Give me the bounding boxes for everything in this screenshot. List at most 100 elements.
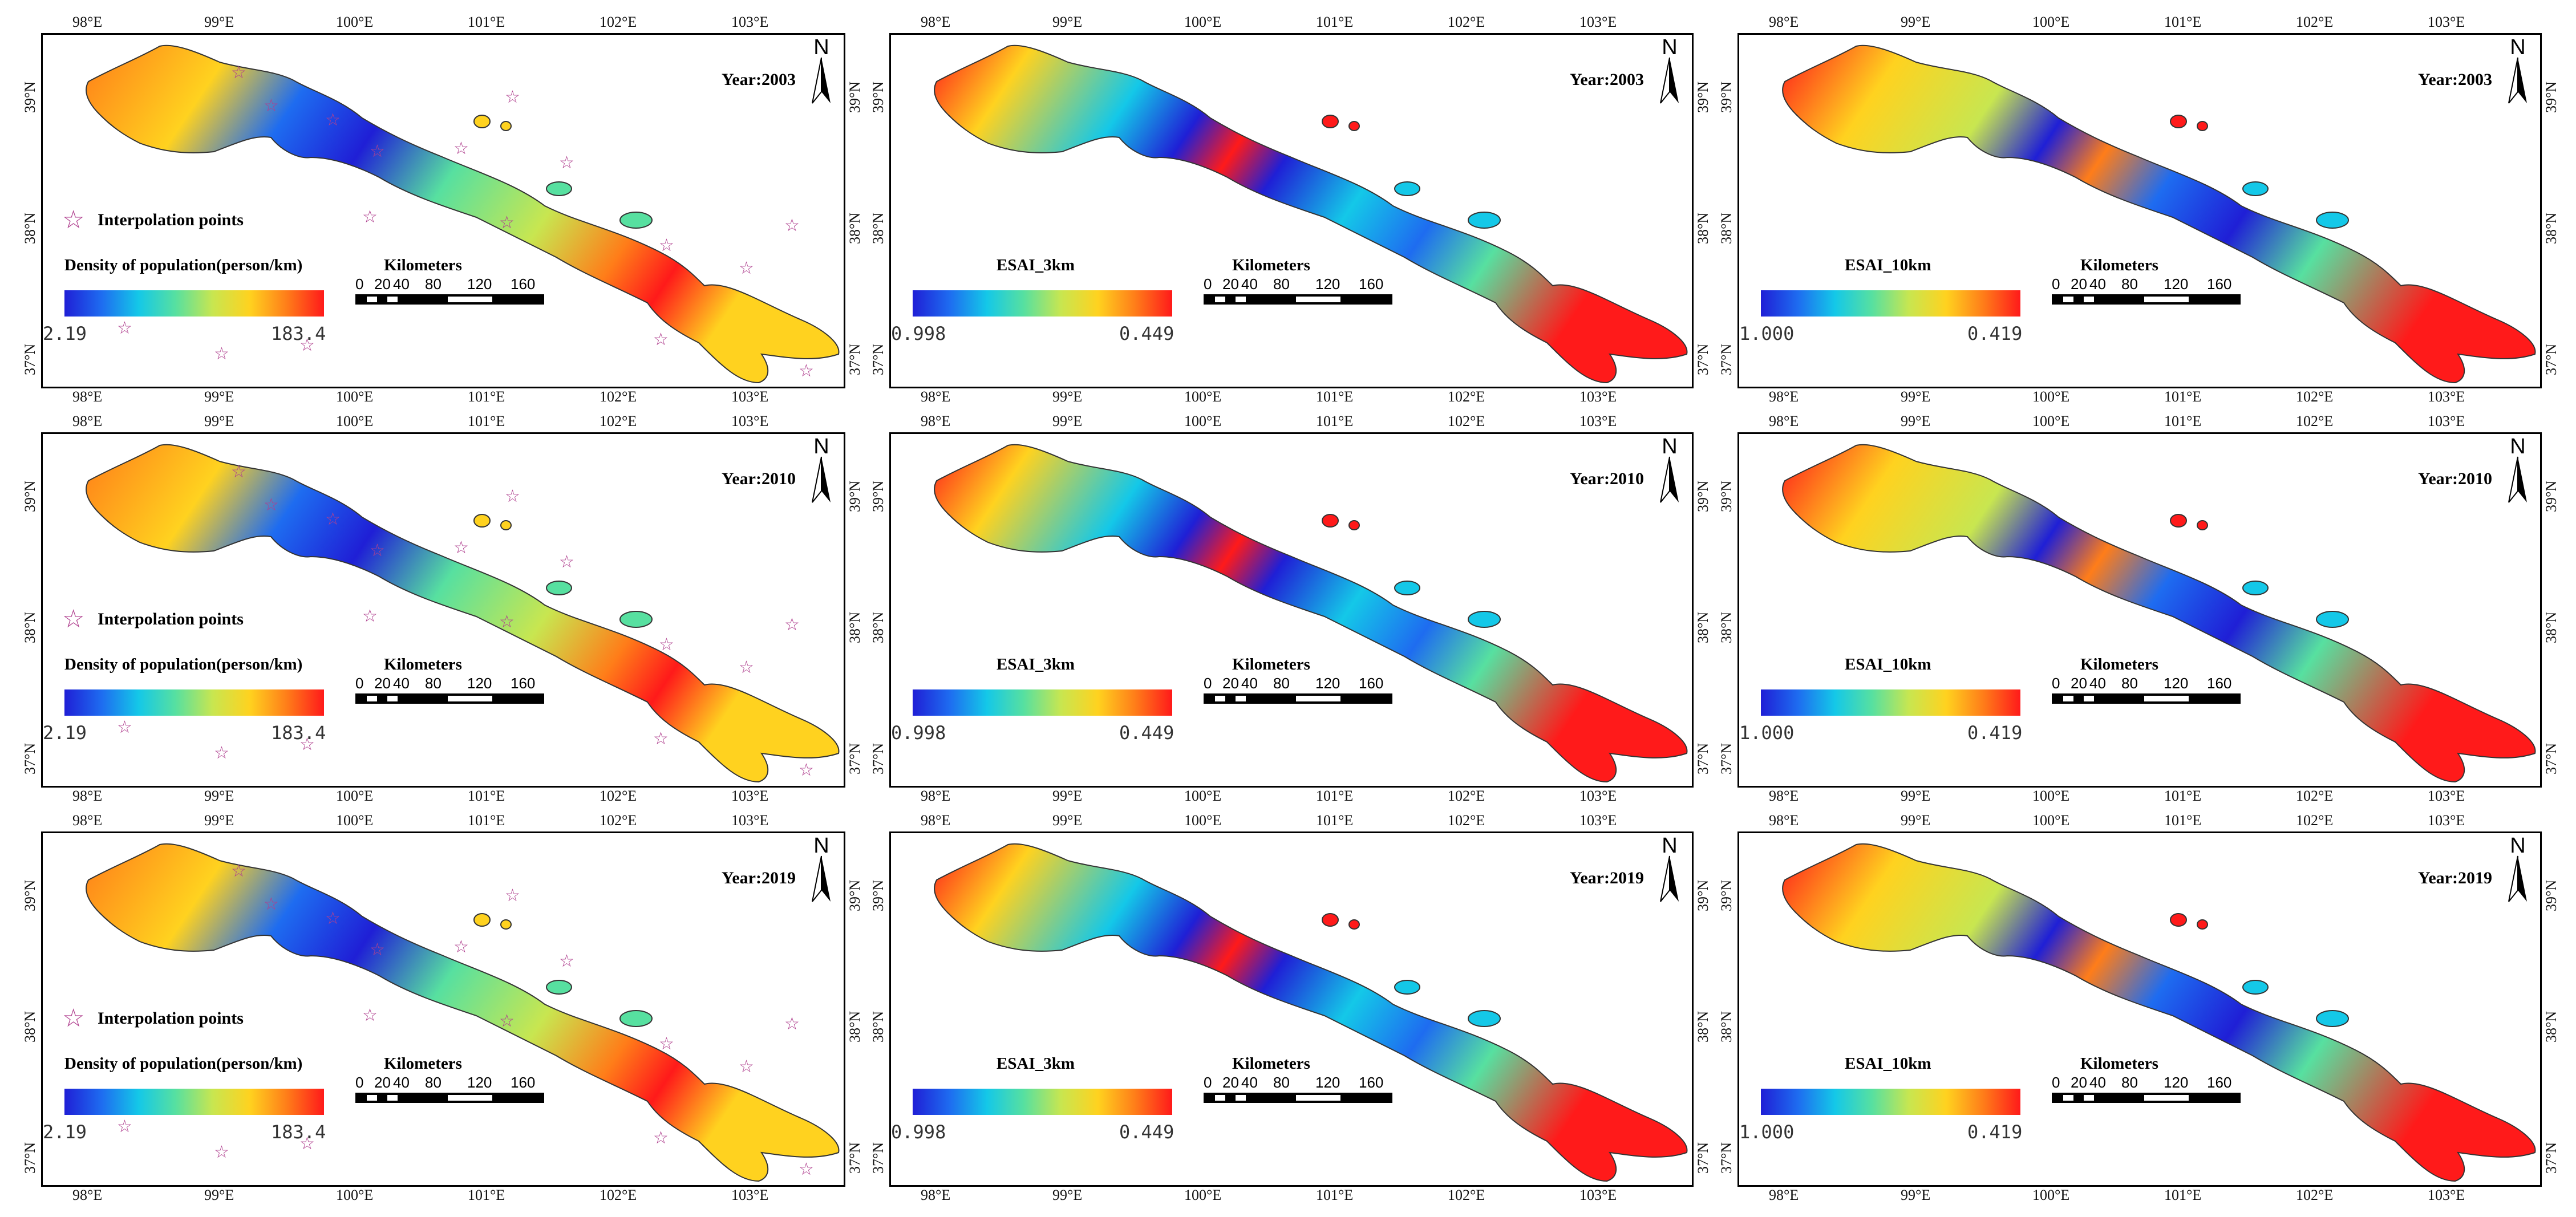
scale-bar-segment [1215, 1095, 1225, 1101]
lon-tick-bottom: 101°E [1316, 388, 1354, 405]
scale-bar-tick: 40 [1241, 275, 1258, 293]
north-arrow-icon: N [1660, 834, 1679, 902]
colorbar-min-label: 0.998 [891, 1121, 946, 1143]
scale-bar-tick: 120 [467, 675, 492, 692]
lon-tick-top: 103°E [1579, 413, 1617, 429]
interpolation-point-icon: ☆ [499, 213, 515, 232]
scale-bar-tick: 40 [2089, 675, 2106, 692]
interpolation-legend-label: Interpolation points [98, 1009, 244, 1028]
interpolation-point-icon: ☆ [653, 729, 669, 748]
year-label: Year:2010 [2418, 469, 2492, 488]
north-label: N [813, 35, 829, 59]
study-area-map [1782, 44, 2536, 384]
lat-tick-left: 39°N [1718, 879, 1735, 911]
scale-bar-tick: 20 [1222, 275, 1239, 293]
year-label: Year:2003 [2418, 70, 2492, 89]
lon-tick-bottom: 101°E [468, 388, 505, 405]
lon-tick-bottom: 103°E [2428, 388, 2465, 405]
scale-bar [2052, 693, 2241, 704]
interpolation-point-icon: ☆ [653, 1129, 669, 1147]
interpolation-point-icon: ☆ [739, 658, 754, 677]
interpolation-point-icon: ☆ [559, 153, 574, 172]
interpolation-point-icon: ☆ [325, 909, 341, 928]
study-area-islet [1322, 514, 1339, 528]
scale-bar-segment [1236, 696, 1246, 701]
lat-tick-left: 38°N [870, 1011, 886, 1042]
interpolation-point-icon: ☆ [659, 635, 674, 654]
scale-bar-title: Kilometers [2080, 1054, 2158, 1073]
study-area-islet [1322, 115, 1339, 128]
scale-bar-tick: 20 [1222, 675, 1239, 692]
lat-tick-left: 37°N [870, 1142, 886, 1174]
study-area-polygon [934, 44, 1688, 384]
lon-tick-top: 99°E [1052, 14, 1083, 30]
lon-tick-top: 103°E [1579, 14, 1617, 30]
scale-bar-title: Kilometers [384, 655, 462, 674]
lat-tick-left: 37°N [1718, 1142, 1735, 1174]
study-area-map [934, 44, 1688, 384]
scale-bar-segment [387, 696, 398, 701]
lat-tick-left: 39°N [1718, 480, 1735, 512]
north-arrow-left-half [2508, 456, 2518, 503]
north-arrow-icon: N [2508, 35, 2527, 104]
study-area-islet [2197, 520, 2208, 530]
scale-bar-tick: 80 [2121, 675, 2138, 692]
scale-bar-segment [2144, 297, 2189, 302]
north-arrow-right-half [821, 856, 831, 902]
study-area-islet [2197, 121, 2208, 131]
scale-bar-tick: 160 [2207, 1074, 2232, 1091]
map-panel: 98°E 99°E 100°E 101°E 102°E 103°E 98°E 99°E 100°… [0, 0, 863, 405]
lon-tick-bottom: 103°E [2428, 1187, 2465, 1203]
lon-tick-top: 100°E [336, 413, 374, 429]
scale-bar-segment [367, 696, 377, 701]
north-arrow-left-half [2508, 57, 2518, 104]
lon-tick-bottom: 102°E [600, 388, 637, 405]
lat-tick-left: 38°N [22, 212, 38, 244]
study-area-islet [2170, 514, 2187, 528]
north-arrow-icon: N [1660, 435, 1679, 503]
interpolation-point-icon: ☆ [505, 886, 520, 905]
scale-bar-segment [2063, 297, 2073, 302]
scale-bar-tick: 160 [2207, 275, 2232, 293]
lon-tick-top: 100°E [336, 14, 374, 30]
lat-tick-left: 37°N [22, 343, 38, 375]
interpolation-point-icon: ☆ [231, 63, 246, 82]
lon-tick-top: 103°E [2428, 413, 2465, 429]
scale-bar-tick: 0 [2052, 275, 2060, 293]
interpolation-point-icon: ☆ [362, 1006, 378, 1025]
lon-tick-top: 98°E [1769, 812, 1799, 829]
lon-tick-top: 98°E [72, 812, 103, 829]
scale-bar-tick: 0 [2052, 1074, 2060, 1091]
interpolation-legend-label: Interpolation points [98, 610, 244, 628]
scale-bar-tick: 40 [2089, 275, 2106, 293]
lon-tick-bottom: 101°E [2164, 388, 2202, 405]
colorbar-max-label: 183.4 [271, 323, 326, 344]
scale-bar-tick: 120 [2164, 1074, 2189, 1091]
lat-tick-right: 37°N [2543, 343, 2559, 375]
lat-tick-left: 39°N [22, 480, 38, 512]
scale-bar-tick: 80 [425, 675, 442, 692]
scale-bar-segment [448, 297, 492, 302]
scale-bar [2052, 294, 2241, 305]
lat-tick-left: 38°N [1718, 212, 1735, 244]
interpolation-point-icon: ☆ [325, 510, 341, 529]
lon-tick-bottom: 98°E [1769, 1187, 1799, 1203]
colorbar-title: ESAI_3km [997, 655, 1075, 674]
scale-bar [355, 294, 544, 305]
lat-tick-left: 37°N [1718, 343, 1735, 375]
scale-bar-tick: 160 [2207, 675, 2232, 692]
interpolation-point-icon: ☆ [325, 111, 341, 129]
north-arrow-left-half [812, 57, 822, 104]
year-label: Year:2019 [2418, 869, 2492, 887]
colorbar-min-label: 2.19 [43, 323, 87, 344]
scale-bar-segment [1236, 1095, 1246, 1101]
lon-tick-bottom: 98°E [921, 788, 951, 804]
scale-bar-tick: 160 [511, 1074, 536, 1091]
map-frame: ☆☆☆☆☆☆☆☆☆☆☆☆☆☆☆☆☆☆☆☆Interpolation points… [41, 33, 845, 388]
lat-tick-left: 38°N [1718, 1011, 1735, 1042]
colorbar-max-label: 0.449 [1119, 1121, 1174, 1143]
study-area-polygon [1782, 843, 2536, 1182]
scale-bar-tick: 120 [467, 1074, 492, 1091]
study-area-islet [1348, 520, 1360, 530]
scale-bar-segment [367, 297, 377, 302]
